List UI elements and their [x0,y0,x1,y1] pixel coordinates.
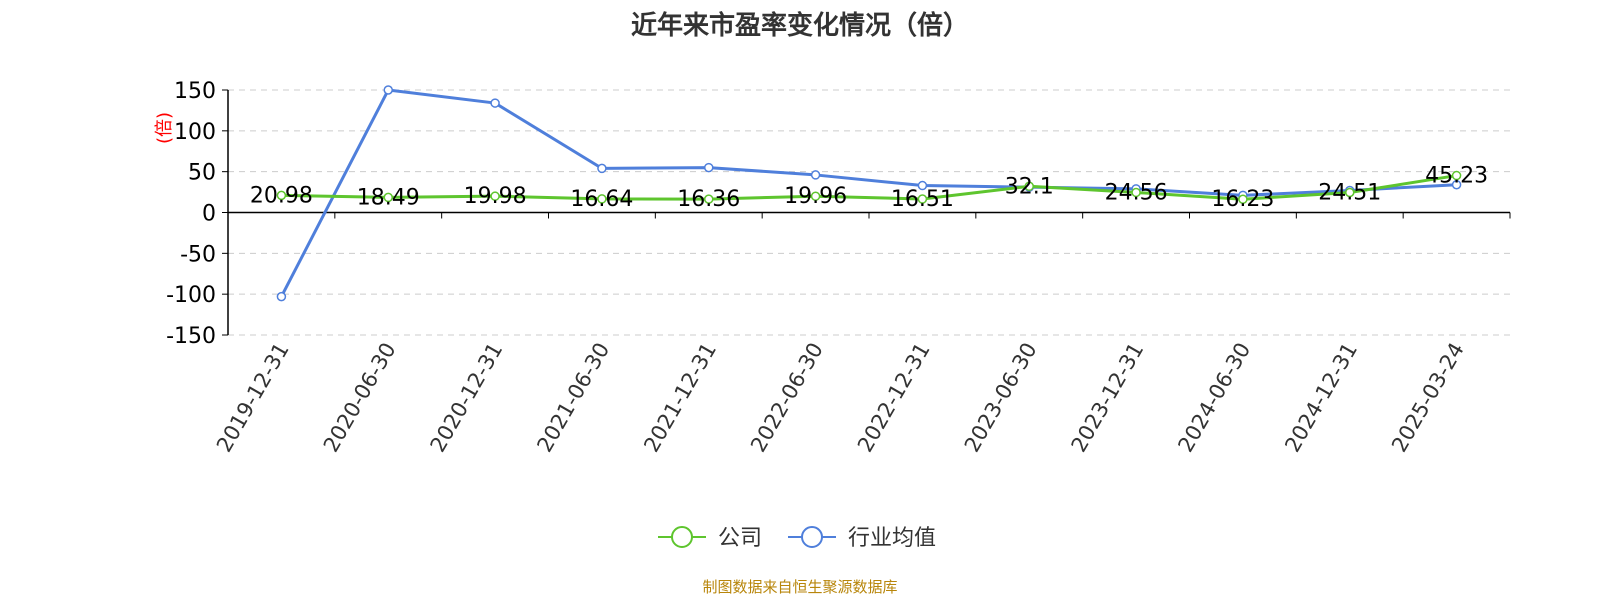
company-point[interactable] [1024,181,1034,192]
x-tick-label: 2023-12-31 [1067,339,1149,457]
x-tick-label: 2019-12-31 [212,339,294,457]
company-point[interactable] [1131,187,1141,198]
industry-point[interactable] [276,291,287,302]
legend-item-industry[interactable]: 行业均值 [788,526,936,551]
x-tick-label: 2020-06-30 [319,339,401,457]
y-tick-label: -100 [166,283,216,308]
company-point[interactable] [917,194,928,204]
axes: -150 -100 -50 0 50 100 150 2019-12-31 2020-06-30… [166,79,1511,457]
industry-point[interactable] [917,180,928,191]
legend-company-marker-icon [671,526,693,548]
company-data-label: 19.98 [464,184,527,209]
chart-title: 近年来市盈率变化情况（倍） [631,10,969,41]
company-point[interactable] [276,190,287,201]
legend-company-label: 公司 [718,526,762,551]
company-point[interactable] [383,192,393,203]
y-tick-label: -150 [166,324,216,349]
y-tick-label: 50 [188,161,216,186]
company-data-label: 19.96 [784,184,847,209]
company-data-label: 45.23 [1425,164,1488,189]
x-tick-label: 2025-03-24 [1387,339,1469,457]
company-data-label: 16.23 [1211,187,1274,212]
x-tick-label: 2024-06-30 [1173,339,1255,457]
grid-lines [228,89,1510,336]
x-tick-label: 2022-06-30 [746,339,828,457]
y-tick-label: 100 [174,120,216,145]
company-data-label: 24.51 [1318,180,1381,205]
company-point[interactable] [490,191,500,201]
legend-item-company[interactable]: 公司 [658,526,762,551]
company-point[interactable] [1345,187,1355,198]
source-note: 制图数据来自恒生聚源数据库 [702,578,897,596]
company-data-label: 18.49 [357,185,420,210]
company-point[interactable] [1451,170,1462,181]
legend[interactable]: 公司 行业均值 [658,526,936,551]
x-tick-label: 2021-12-31 [639,339,721,457]
legend-industry-label: 行业均值 [848,526,936,551]
series-line-industry [280,88,1457,298]
industry-point[interactable] [704,162,714,173]
industry-point[interactable] [490,98,500,108]
data-labels: 20.98 18.49 19.98 16.64 16.36 19.96 16.51 32.1 2… [250,164,1488,213]
y-tick-label: 150 [174,79,216,104]
legend-industry-marker-icon [801,526,823,548]
x-tick-label: 2024-12-31 [1280,339,1362,457]
industry-point[interactable] [597,163,607,174]
series-layer [276,85,1462,302]
company-data-label: 24.56 [1105,180,1168,205]
company-data-label: 16.51 [891,187,954,212]
company-point[interactable] [1238,194,1248,204]
company-point[interactable] [810,191,821,201]
y-axis-label: (倍) [154,112,175,144]
company-data-label: 16.64 [570,187,633,212]
company-point[interactable] [704,194,714,204]
x-tick-label: 2023-06-30 [960,339,1042,457]
industry-point[interactable] [810,170,821,180]
x-tick-label: 2021-06-30 [532,339,614,457]
industry-point[interactable] [383,85,393,95]
series-line-company [281,174,1457,201]
company-data-label: 32.1 [1005,174,1054,199]
y-tick-label: -50 [180,242,216,267]
company-data-label: 16.36 [677,187,740,212]
x-tick-label: 2020-12-31 [426,339,508,457]
company-point[interactable] [597,194,607,204]
x-tick-label: 2022-12-31 [853,339,935,457]
company-data-label: 20.98 [250,183,313,208]
industry-point[interactable] [1451,179,1462,190]
y-tick-label: 0 [202,202,216,227]
